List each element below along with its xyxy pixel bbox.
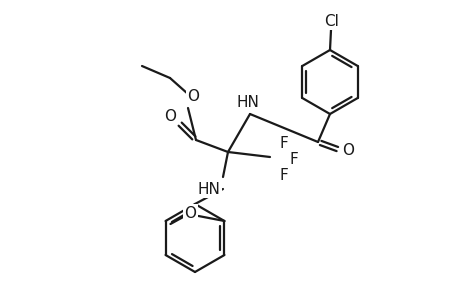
Text: O: O (341, 142, 353, 158)
Text: HN: HN (236, 94, 259, 110)
Text: F: F (279, 136, 288, 151)
Text: F: F (279, 167, 288, 182)
Text: HN: HN (197, 182, 220, 196)
Text: Cl: Cl (324, 14, 339, 28)
Text: O: O (187, 88, 199, 104)
Text: O: O (164, 109, 176, 124)
Text: F: F (289, 152, 298, 166)
Text: O: O (184, 206, 196, 220)
